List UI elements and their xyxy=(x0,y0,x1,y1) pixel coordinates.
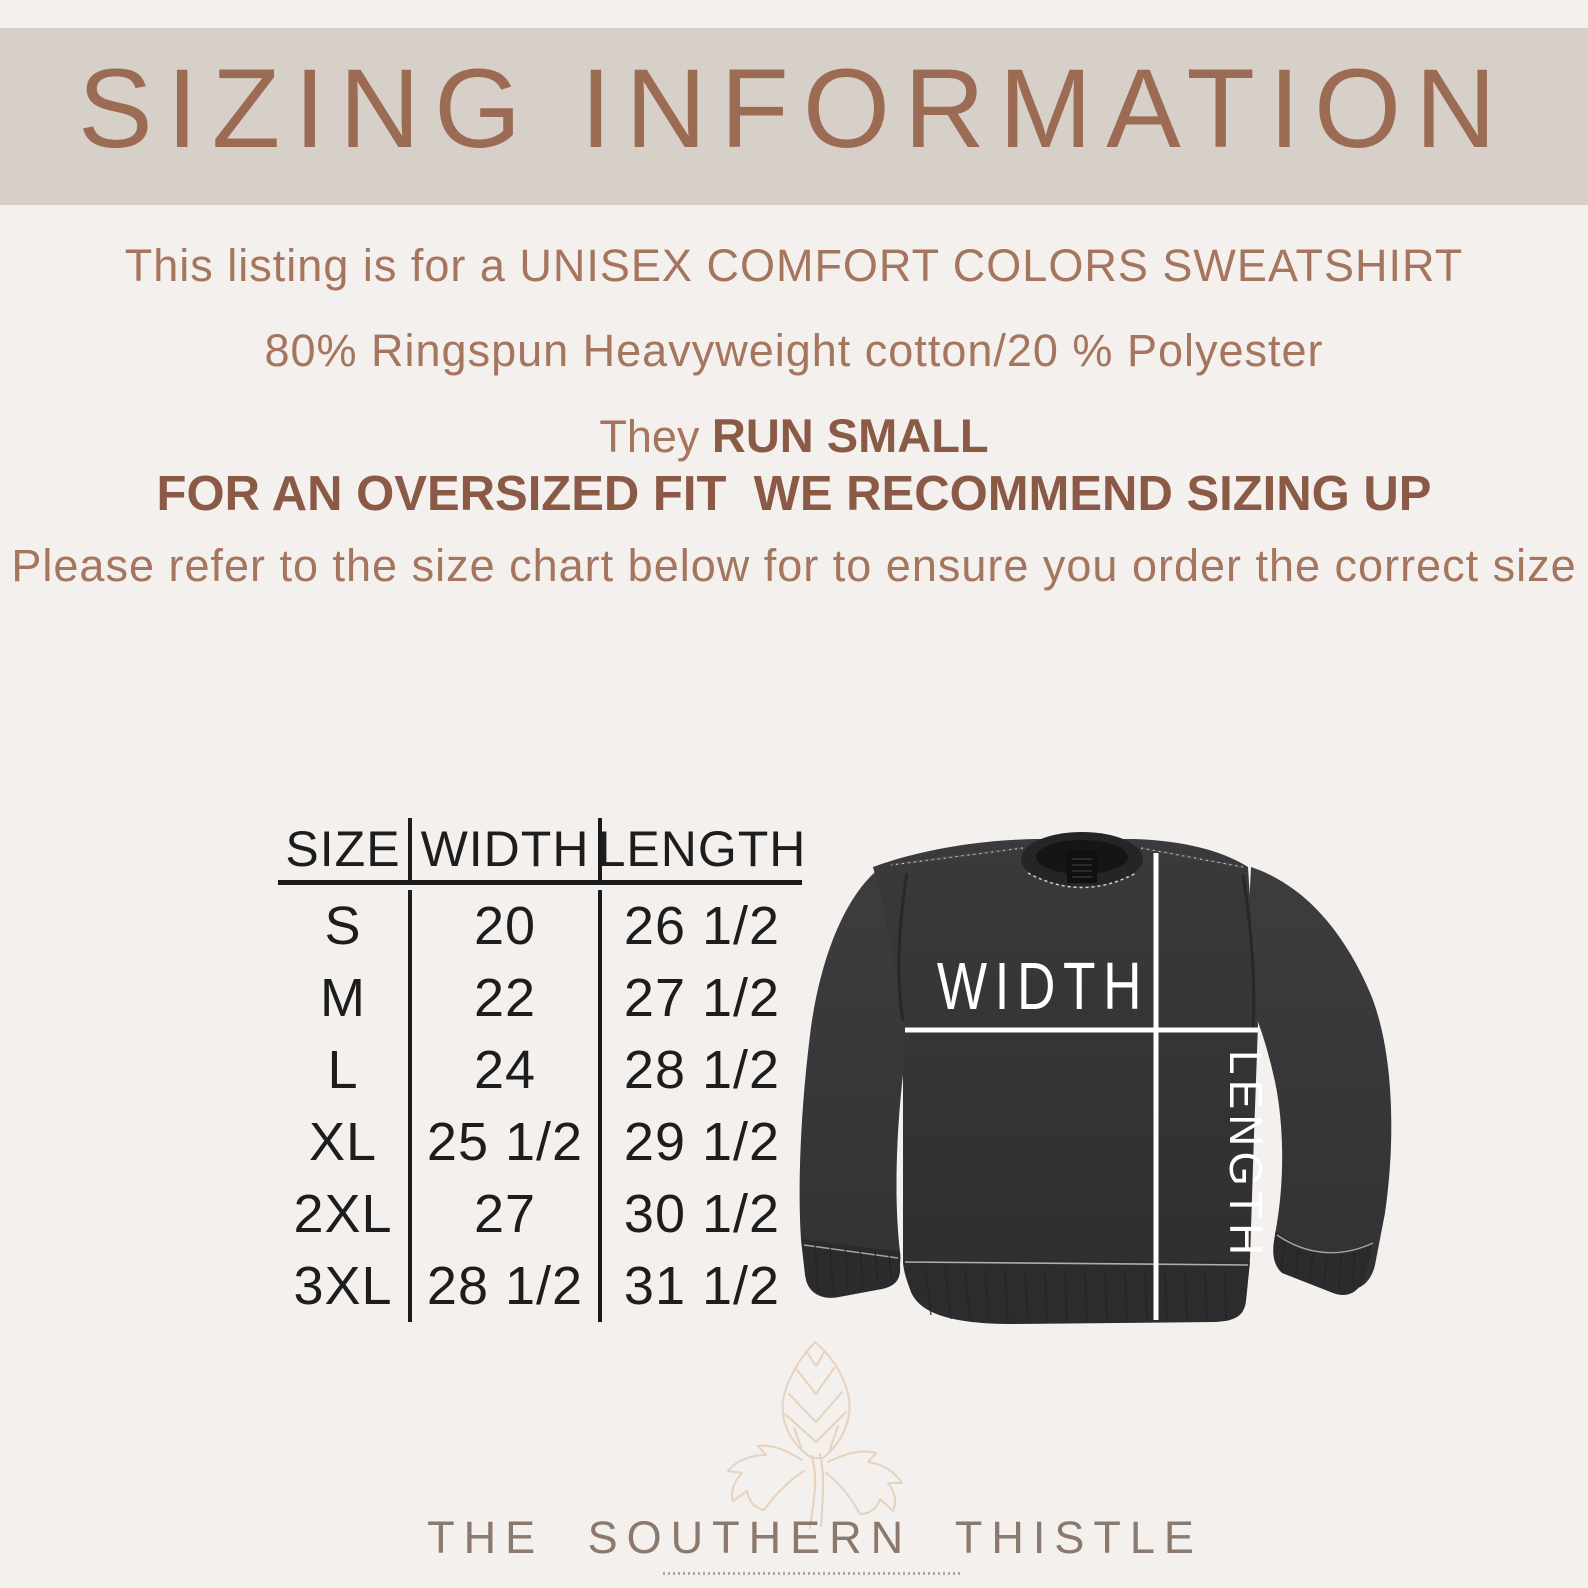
intro-line-1: This listing is for a UNISEX COMFORT COL… xyxy=(124,240,1464,291)
column-header-size: SIZE xyxy=(278,818,408,885)
neck-tag xyxy=(1067,850,1097,883)
intro-line-2: 80% Ringspun Heavyweight cotton/20 % Pol… xyxy=(264,325,1324,376)
size-cell: 3XL xyxy=(293,1256,393,1316)
length-cell: 28 1/2 xyxy=(598,1034,802,1106)
width-cell: 25 1/2 xyxy=(408,1106,598,1178)
intro-line-4: FOR AN OVERSIZED FIT WE RECOMMEND SIZING… xyxy=(156,467,1432,521)
width-label: WIDTH xyxy=(937,948,1149,1023)
length-cell: 26 1/2 xyxy=(598,890,802,962)
length-cell: 30 1/2 xyxy=(598,1178,802,1250)
column-header-width: WIDTH xyxy=(408,818,598,885)
header-band xyxy=(0,28,1588,205)
width-cell: 22 xyxy=(408,962,598,1034)
length-cell: 31 1/2 xyxy=(598,1250,802,1322)
length-cell: 27 1/2 xyxy=(598,962,802,1034)
length-cell: 29 1/2 xyxy=(598,1106,802,1178)
page-title: SIZING INFORMATION xyxy=(77,46,1511,171)
brand-divider xyxy=(663,1572,961,1575)
shirt-body xyxy=(873,839,1258,1283)
width-cell: 28 1/2 xyxy=(408,1250,598,1322)
brand-wordmark: THE SOUTHERN THISTLE xyxy=(427,1512,1203,1563)
intro-line-3: They RUN SMALL xyxy=(0,408,1588,463)
intro-line-3-prefix: They xyxy=(599,411,712,462)
size-cell: M xyxy=(320,968,366,1028)
size-cell: 2XL xyxy=(293,1184,393,1244)
hem-band xyxy=(903,1260,1250,1324)
intro-line-3-bold: RUN SMALL xyxy=(711,409,989,462)
thistle-logo-icon xyxy=(727,1341,903,1529)
width-cell: 24 xyxy=(408,1034,598,1106)
size-cell: XL xyxy=(308,1112,378,1172)
size-cell: S xyxy=(324,896,362,956)
intro-line-5: Please refer to the size chart below for… xyxy=(11,540,1577,591)
length-label: LENGTH xyxy=(1220,1050,1272,1260)
width-cell: 27 xyxy=(408,1178,598,1250)
right-sleeve xyxy=(1245,867,1392,1290)
sweatshirt-photo: WIDTH LENGTH xyxy=(799,832,1392,1324)
size-chart-table: SIZE WIDTH LENGTH S 20 26 1/2 M 22 27 1/… xyxy=(278,818,805,1322)
size-cell: L xyxy=(327,1040,359,1100)
width-cell: 20 xyxy=(408,890,598,962)
column-header-length: LENGTH xyxy=(598,818,805,885)
